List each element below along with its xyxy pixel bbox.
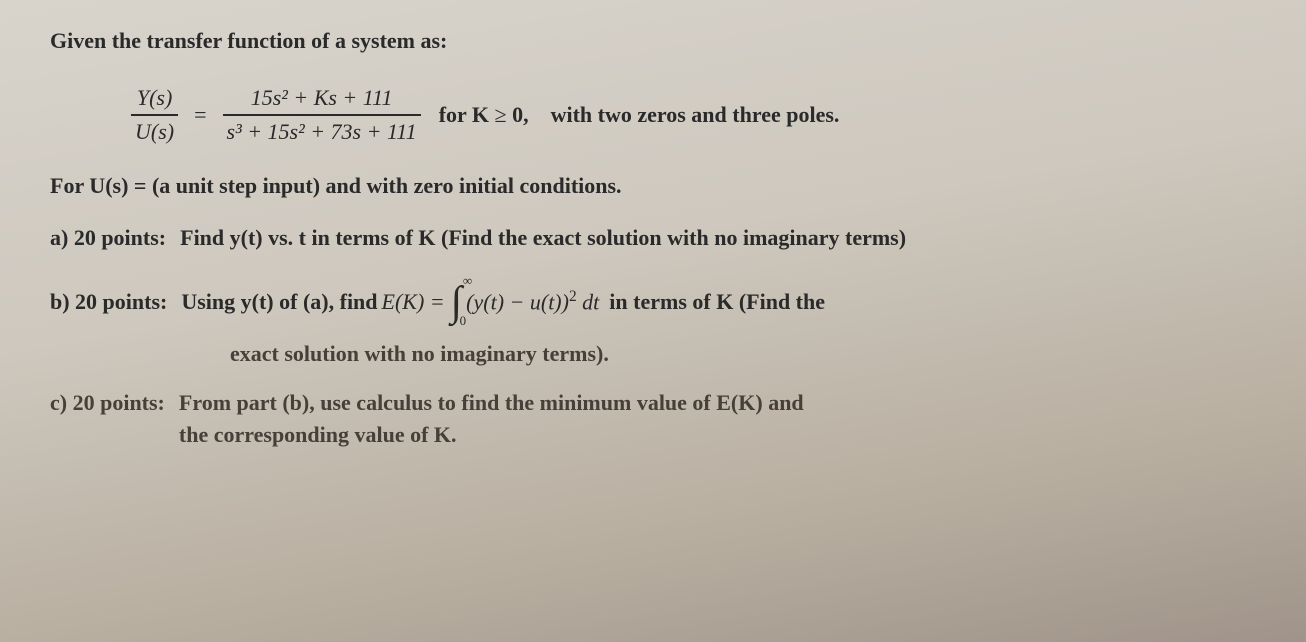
question-b: b) 20 points: Using y(t) of (a), find E(…: [50, 281, 1266, 367]
ge-symbol: ≥: [495, 102, 507, 127]
qc-line1: From part (b), use calculus to find the …: [179, 390, 804, 415]
qb-label: b) 20 points:: [50, 289, 167, 315]
integrand-main: (y(t) − u(t)): [466, 290, 569, 315]
int-lower: 0: [460, 313, 467, 329]
qc-body: From part (b), use calculus to find the …: [179, 387, 1266, 451]
integrand-dt: dt: [577, 290, 600, 315]
transfer-function-row: Y(s) U(s) = 15s² + Ks + 111 s³ + 15s² + …: [125, 84, 1266, 145]
qb-trail: in terms of K (Find the: [609, 289, 825, 315]
integrand: (y(t) − u(t))2 dt: [466, 288, 599, 315]
integral-symbol: ∞ ∫ 0: [451, 281, 463, 323]
tf-condition: for K ≥ 0, with two zeros and three pole…: [439, 102, 840, 128]
fraction-bar: [223, 114, 421, 116]
tf-lhs-num: Y(s): [133, 84, 176, 112]
question-a: a) 20 points: Find y(t) vs. t in terms o…: [50, 225, 1266, 251]
qb-lead: Using y(t) of (a), find: [181, 289, 377, 315]
tf-rhs-fraction: 15s² + Ks + 111 s³ + 15s² + 73s + 111: [223, 84, 421, 145]
question-c: c) 20 points: From part (b), use calculu…: [50, 387, 1266, 451]
qa-label: a) 20 points:: [50, 225, 166, 251]
integral-block: ∞ ∫ 0 (y(t) − u(t))2 dt: [451, 281, 600, 323]
int-upper: ∞: [463, 273, 472, 289]
qa-body: Find y(t) vs. t in terms of K (Find the …: [180, 225, 1266, 251]
qb-ek: E(K) =: [382, 289, 445, 315]
tf-tail-zero: 0,: [512, 102, 529, 127]
input-condition-line: For U(s) = (a unit step input) and with …: [50, 173, 1266, 199]
tf-rhs-den: s³ + 15s² + 73s + 111: [223, 118, 421, 146]
qb-subline: exact solution with no imaginary terms).: [230, 341, 1266, 367]
equals-sign: =: [194, 102, 206, 128]
qc-line2: the corresponding value of K.: [179, 422, 457, 447]
tf-rhs-num: 15s² + Ks + 111: [247, 84, 397, 112]
tf-lhs-fraction: Y(s) U(s): [131, 84, 178, 145]
integrand-power: 2: [569, 288, 577, 305]
problem-heading: Given the transfer function of a system …: [50, 28, 1266, 54]
tf-tail-rest: with two zeros and three poles.: [551, 102, 840, 127]
tf-lhs-den: U(s): [131, 118, 178, 146]
fraction-bar: [131, 114, 178, 116]
tf-tail-prefix: for K: [439, 102, 489, 127]
qc-label: c) 20 points:: [50, 390, 165, 416]
